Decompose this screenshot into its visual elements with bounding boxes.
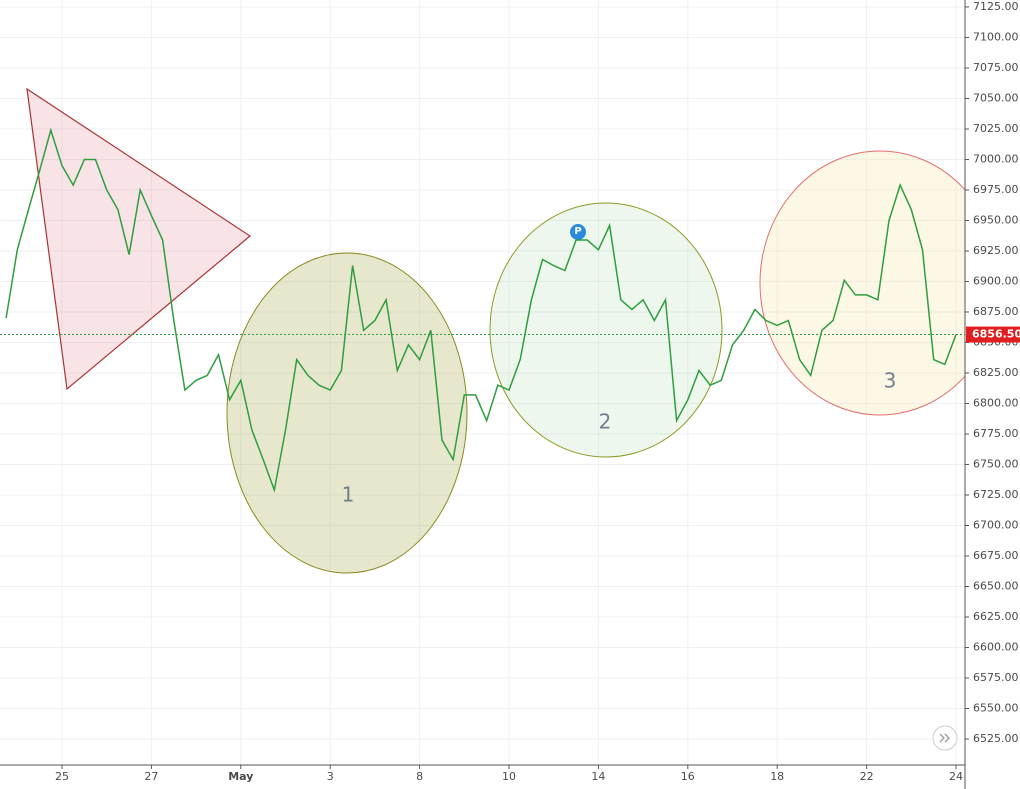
y-tick-label: 6700.00 [973,518,1019,531]
last-price-label: 6856.50 [972,328,1020,341]
x-tick-label: 25 [55,770,69,783]
grid [0,0,965,765]
annotation: 3 [884,369,897,393]
y-tick-label: 6525.00 [973,732,1019,745]
circle-drawing [226,252,468,574]
marker-badge [570,224,586,240]
x-tick-label: May [228,770,253,783]
y-tick-label: 7075.00 [973,61,1019,74]
y-tick-label: 6600.00 [973,641,1019,654]
y-tick-label: 6675.00 [973,549,1019,562]
y-tick-label: 6925.00 [973,244,1019,257]
y-tick-label: 7050.00 [973,91,1019,104]
x-tick-label: 3 [327,770,334,783]
y-tick-label: 6775.00 [973,427,1019,440]
x-tick-label: 24 [949,770,963,783]
x-tick-label: 18 [770,770,784,783]
price-line [5,127,957,493]
x-tick-label: 14 [591,770,605,783]
y-tick-label: 6950.00 [973,213,1019,226]
y-tick-label: 6900.00 [973,274,1019,287]
x-tick-label: 22 [860,770,874,783]
x-tick-label: 10 [502,770,516,783]
y-tick-label: 6725.00 [973,488,1019,501]
last-price-badge [966,326,1020,343]
triangle-drawing [26,87,252,391]
y-tick-label: 6650.00 [973,580,1019,593]
annotation: 1 [342,483,355,507]
y-tick-label: 6975.00 [973,183,1019,196]
y-tick-label: 6625.00 [973,610,1019,623]
y-axis-panel [965,0,1020,789]
y-tick-label: 6750.00 [973,457,1019,470]
scroll-icon [939,733,950,743]
marker-label: P [574,226,581,237]
y-tick-label: 6800.00 [973,396,1019,409]
y-tick-label: 6825.00 [973,366,1019,379]
y-tick-label: 7125.00 [973,0,1019,13]
x-tick-label: 16 [681,770,695,783]
y-tick-label: 7000.00 [973,152,1019,165]
y-tick-label: 7025.00 [973,122,1019,135]
x-axis-panel [0,765,965,789]
circle-drawing [489,202,723,458]
x-tick-label: 8 [416,770,423,783]
x-tick-label: 27 [144,770,158,783]
y-tick-label: 6875.00 [973,305,1019,318]
y-tick-label: 6550.00 [973,702,1019,715]
y-tick-label: 7100.00 [973,30,1019,43]
scroll-button[interactable] [932,725,958,751]
annotation: 2 [599,410,612,434]
y-tick-label: 6575.00 [973,671,1019,684]
